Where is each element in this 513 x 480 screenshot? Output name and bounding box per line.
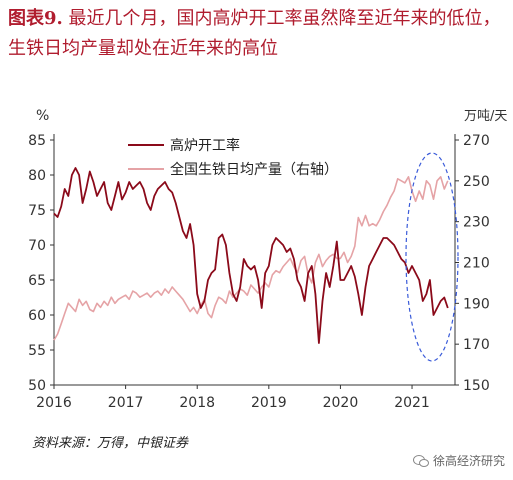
- highlight-ellipse: [405, 152, 459, 362]
- left-tick-label: 50: [28, 378, 46, 394]
- right-tick-label: 210: [463, 256, 490, 272]
- left-unit: %: [36, 108, 49, 124]
- legend-label: 全国生铁日均产量（右轴）: [170, 161, 338, 178]
- right-unit: 万吨/天: [464, 109, 507, 124]
- chart-title: 图表9. 最近几个月，国内高炉开工率虽然降至近年来的低位，生铁日均产量却处在近年…: [8, 4, 508, 64]
- right-tick-label: 230: [463, 215, 490, 231]
- left-tick-label: 65: [28, 273, 46, 289]
- right-tick-label: 250: [463, 174, 490, 190]
- source-note: 资料来源：万得，中银证券: [32, 436, 189, 451]
- left-tick-label: 80: [28, 168, 46, 184]
- right-tick-label: 270: [463, 133, 490, 149]
- legend-label: 高炉开工率: [170, 137, 240, 154]
- watermark-text: 徐高经济研究: [432, 454, 505, 468]
- x-tick-label: 2017: [108, 395, 144, 411]
- watermark: 徐高经济研究: [412, 452, 505, 469]
- x-tick-label: 2016: [36, 395, 72, 411]
- left-tick-label: 75: [28, 203, 46, 219]
- right-tick-label: 170: [463, 337, 490, 353]
- chart-title-text: 最近几个月，国内高炉开工率虽然降至近年来的低位，生铁日均产量却处在近年来的高位: [8, 8, 501, 59]
- x-tick-label: 2021: [394, 395, 430, 411]
- left-tick-label: 60: [28, 308, 46, 324]
- right-tick-label: 150: [463, 378, 490, 394]
- chart-number: 图表9.: [8, 8, 63, 29]
- left-tick-label: 85: [28, 133, 46, 149]
- x-tick-label: 2020: [323, 395, 359, 411]
- series-line-pig-iron-output: [53, 176, 449, 341]
- x-tick-label: 2019: [251, 395, 287, 411]
- left-tick-label: 55: [28, 343, 46, 359]
- chart-svg: 50 55 60 65 70 75 80 85 150 170 190 210 230 250 270 201…: [28, 108, 507, 411]
- series-line-blast-furnace-rate: [53, 167, 449, 344]
- wechat-icon: [412, 454, 429, 467]
- axes: 50 55 60 65 70 75 80 85 150 170 190 210 230 250 270 201…: [28, 108, 507, 411]
- right-tick-label: 190: [463, 296, 490, 312]
- series-group: [53, 167, 449, 344]
- x-tick-label: 2018: [179, 395, 215, 411]
- left-tick-label: 70: [28, 238, 46, 254]
